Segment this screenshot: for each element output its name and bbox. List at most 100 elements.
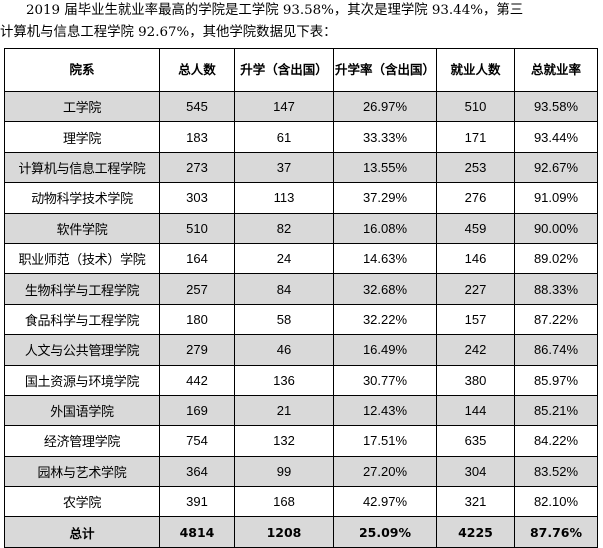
cell-total-students: 510 xyxy=(159,212,235,244)
cell-further-study-rate: 30.77% xyxy=(333,364,437,396)
cell-employment-rate: 91.09% xyxy=(514,182,598,214)
cell-college: 动物科学技术学院 xyxy=(4,182,160,214)
cell-employed: 459 xyxy=(436,212,515,244)
total-college: 总计 xyxy=(4,516,160,548)
cell-further-study: 84 xyxy=(234,273,334,305)
cell-employed: 304 xyxy=(436,455,515,488)
cell-employment-rate: 83.52% xyxy=(514,455,598,488)
cell-total-students: 364 xyxy=(159,455,235,488)
cell-further-study-rate: 16.08% xyxy=(333,212,437,244)
cell-total-students: 442 xyxy=(159,364,235,396)
employment-table: 院系 总人数 升学（含出国） 升学率（含出国） 就业人数 总就业率 工学院 545… xyxy=(4,48,598,548)
cell-employed: 157 xyxy=(436,303,515,336)
cell-further-study: 168 xyxy=(234,486,334,518)
cell-college: 理学院 xyxy=(4,121,160,153)
cell-employed: 253 xyxy=(436,151,515,184)
cell-college: 软件学院 xyxy=(4,212,160,244)
cell-total-students: 303 xyxy=(159,182,235,214)
cell-total-students: 391 xyxy=(159,486,235,518)
cell-employed: 242 xyxy=(436,334,515,366)
cell-employment-rate: 87.22% xyxy=(514,303,598,336)
cell-employed: 171 xyxy=(436,121,515,153)
header-college: 院系 xyxy=(4,48,160,92)
header-employment-rate: 总就业率 xyxy=(514,48,598,92)
cell-total-students: 169 xyxy=(159,394,235,427)
cell-employed: 380 xyxy=(436,364,515,396)
cell-total-students: 273 xyxy=(159,151,235,184)
cell-college: 国土资源与环境学院 xyxy=(4,364,160,396)
cell-further-study-rate: 16.49% xyxy=(333,334,437,366)
table-row: 工学院 545 147 26.97% 510 93.58% xyxy=(4,90,598,123)
cell-employment-rate: 89.02% xyxy=(514,242,598,275)
cell-further-study: 82 xyxy=(234,212,334,244)
cell-total-students: 545 xyxy=(159,90,235,123)
cell-further-study: 147 xyxy=(234,90,334,123)
cell-college: 食品科学与工程学院 xyxy=(4,303,160,336)
table-row: 外国语学院 169 21 12.43% 144 85.21% xyxy=(4,394,598,427)
cell-employed: 321 xyxy=(436,486,515,518)
cell-college: 经济管理学院 xyxy=(4,425,160,457)
table-row: 软件学院 510 82 16.08% 459 90.00% xyxy=(4,212,598,244)
cell-further-study-rate: 27.20% xyxy=(333,455,437,488)
intro-line-2: 计算机与信息工程学院 92.67%，其他学院数据见下表： xyxy=(0,25,337,40)
cell-college: 生物科学与工程学院 xyxy=(4,273,160,305)
header-total-students: 总人数 xyxy=(159,48,235,92)
cell-further-study: 24 xyxy=(234,242,334,275)
table-header-row: 院系 总人数 升学（含出国） 升学率（含出国） 就业人数 总就业率 xyxy=(4,48,598,92)
table-row: 人文与公共管理学院 279 46 16.49% 242 86.74% xyxy=(4,334,598,366)
header-further-study: 升学（含出国） xyxy=(234,48,334,92)
cell-employment-rate: 90.00% xyxy=(514,212,598,244)
table-row: 理学院 183 61 33.33% 171 93.44% xyxy=(4,121,598,153)
cell-further-study: 58 xyxy=(234,303,334,336)
table-row: 园林与艺术学院 364 99 27.20% 304 83.52% xyxy=(4,455,598,488)
cell-employment-rate: 92.67% xyxy=(514,151,598,184)
cell-college: 外国语学院 xyxy=(4,394,160,427)
cell-total-students: 257 xyxy=(159,273,235,305)
cell-college: 农学院 xyxy=(4,486,160,518)
header-employed: 就业人数 xyxy=(436,48,515,92)
cell-college: 园林与艺术学院 xyxy=(4,455,160,488)
cell-total-students: 279 xyxy=(159,334,235,366)
cell-further-study: 132 xyxy=(234,425,334,457)
cell-total-students: 164 xyxy=(159,242,235,275)
cell-college: 工学院 xyxy=(4,90,160,123)
cell-employed: 146 xyxy=(436,242,515,275)
cell-employed: 227 xyxy=(436,273,515,305)
cell-employment-rate: 93.44% xyxy=(514,121,598,153)
table-row: 食品科学与工程学院 180 58 32.22% 157 87.22% xyxy=(4,303,598,336)
table-row: 职业师范（技术）学院 164 24 14.63% 146 89.02% xyxy=(4,242,598,275)
cell-employment-rate: 85.21% xyxy=(514,394,598,427)
cell-employment-rate: 82.10% xyxy=(514,486,598,518)
cell-further-study-rate: 26.97% xyxy=(333,90,437,123)
cell-college: 计算机与信息工程学院 xyxy=(4,151,160,184)
cell-further-study-rate: 12.43% xyxy=(333,394,437,427)
cell-total-students: 754 xyxy=(159,425,235,457)
cell-further-study: 61 xyxy=(234,121,334,153)
intro-line-1: 2019 届毕业生就业率最高的学院是工学院 93.58%，其次是理学院 93.4… xyxy=(26,3,524,18)
cell-total-students: 180 xyxy=(159,303,235,336)
cell-college: 职业师范（技术）学院 xyxy=(4,242,160,275)
cell-total-students: 183 xyxy=(159,121,235,153)
cell-employed: 276 xyxy=(436,182,515,214)
table-row: 经济管理学院 754 132 17.51% 635 84.22% xyxy=(4,425,598,457)
cell-further-study-rate: 32.68% xyxy=(333,273,437,305)
cell-employment-rate: 85.97% xyxy=(514,364,598,396)
table-total-row: 总计 4814 1208 25.09% 4225 87.76% xyxy=(4,516,598,548)
total-total-students: 4814 xyxy=(159,516,235,548)
cell-further-study: 37 xyxy=(234,151,334,184)
header-further-study-rate: 升学率（含出国） xyxy=(333,48,437,92)
cell-further-study: 113 xyxy=(234,182,334,214)
cell-college: 人文与公共管理学院 xyxy=(4,334,160,366)
total-employment-rate: 87.76% xyxy=(514,516,598,548)
cell-employed: 510 xyxy=(436,90,515,123)
cell-further-study-rate: 37.29% xyxy=(333,182,437,214)
intro-paragraph: 2019 届毕业生就业率最高的学院是工学院 93.58%，其次是理学院 93.4… xyxy=(0,0,603,44)
cell-employed: 635 xyxy=(436,425,515,457)
cell-further-study: 21 xyxy=(234,394,334,427)
cell-employment-rate: 93.58% xyxy=(514,90,598,123)
total-further-study: 1208 xyxy=(234,516,334,548)
cell-further-study-rate: 33.33% xyxy=(333,121,437,153)
cell-further-study-rate: 42.97% xyxy=(333,486,437,518)
table-row: 农学院 391 168 42.97% 321 82.10% xyxy=(4,486,598,518)
cell-employment-rate: 86.74% xyxy=(514,334,598,366)
